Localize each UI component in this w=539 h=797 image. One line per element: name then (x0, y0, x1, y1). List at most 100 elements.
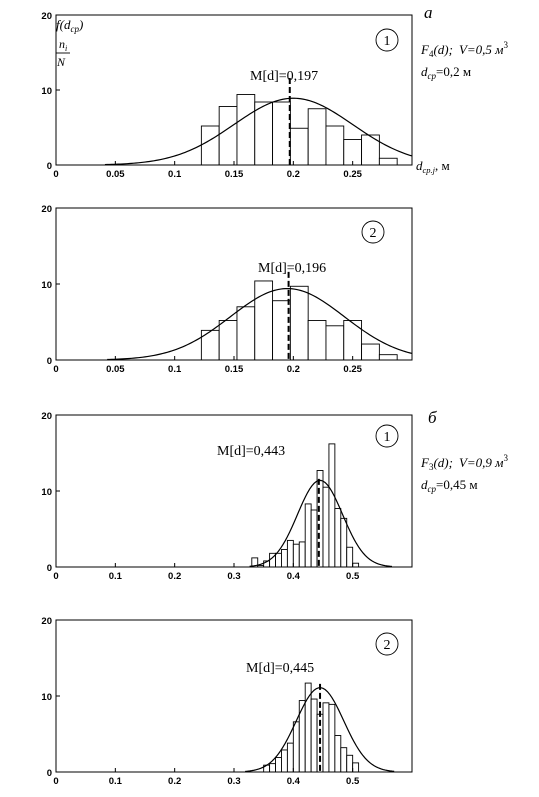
y-tick-label: 20 (41, 11, 52, 22)
histogram-bar (200, 125, 220, 166)
histogram-bar (325, 325, 345, 361)
x-tick-label: 0.2 (168, 571, 181, 582)
x-tick-label: 0.3 (227, 776, 240, 787)
histogram-bar (334, 735, 342, 773)
density-curve (249, 479, 393, 568)
y-tick-label: 10 (41, 692, 52, 703)
x-tick-label: 0 (53, 571, 58, 582)
histogram-bar (361, 343, 380, 361)
annotation-a: F4(d); V=0,5 м3 dср=0,2 м (420, 40, 508, 81)
y-tick-label: 0 (47, 563, 52, 574)
svg-text:F4(d);V=0,5 м3: F4(d); V=0,5 м3 (420, 40, 508, 59)
panel-number: 1 (384, 34, 391, 49)
histogram-bar (310, 509, 318, 568)
histogram-bar (292, 721, 300, 773)
y-tick-label: 20 (41, 616, 52, 627)
histogram-bar (289, 285, 309, 361)
histogram-bar (310, 698, 318, 773)
histogram-bar (352, 762, 360, 773)
histogram-bar (272, 101, 291, 166)
plot-frame (55, 414, 413, 568)
histogram-bar (269, 763, 276, 773)
panel-number-circle (375, 424, 399, 448)
chart-panel-2: 0 0.05 0.1 0.15 0.2 0.25 20 10 0 M[d]=0,196 2 (41, 204, 413, 375)
histogram-bar (322, 702, 330, 773)
y-axis-label: f(dср) ni N (56, 17, 83, 69)
x-tick-label: 0.05 (106, 364, 125, 375)
x-tick-label: 0 (53, 364, 58, 375)
svg-text:N: N (56, 55, 66, 69)
histogram-bar (298, 541, 306, 568)
histogram-bar (328, 703, 336, 773)
histogram-bar (236, 94, 256, 166)
histogram-bar (254, 101, 274, 166)
histogram-bar (218, 106, 238, 166)
x-tick-label: 0.4 (287, 776, 301, 787)
mean-label: M[d]=0,445 (246, 661, 314, 676)
mean-label: M[d]=0,197 (250, 69, 318, 84)
panel-number-circle (361, 220, 385, 244)
mean-label: M[d]=0,196 (258, 261, 326, 276)
histogram-bar (307, 320, 327, 361)
chart-panel-4: 0 0.1 0.2 0.3 0.4 0.5 20 10 0 M[d]=0,445 2 (41, 616, 413, 787)
x-tick-label: 0.15 (225, 169, 244, 180)
histogram-bar (236, 306, 256, 361)
y-tick-label: 10 (41, 487, 52, 498)
x-tick-label: 0.1 (109, 776, 123, 787)
histogram-bar (343, 320, 363, 361)
histogram-bar (275, 552, 282, 568)
x-tick-label: 0.3 (227, 571, 240, 582)
panel-number: 1 (384, 430, 391, 445)
x-tick-label: 0.1 (109, 571, 123, 582)
histogram-bar (328, 443, 336, 568)
panel-number: 2 (384, 638, 391, 653)
x-tick-label: 0.2 (287, 169, 300, 180)
histogram-bar (322, 486, 330, 568)
y-tick-label: 10 (41, 280, 52, 291)
histogram-bar (307, 108, 327, 166)
histogram-bar (275, 757, 282, 773)
y-tick-label: 0 (47, 356, 52, 367)
panel-number-circle (375, 632, 399, 656)
histogram-bar (378, 157, 398, 166)
histogram-bar (346, 546, 354, 568)
histogram-bar (325, 125, 345, 166)
x-axis-label: dср.j, м (416, 158, 450, 175)
histogram-bar (286, 742, 294, 773)
svg-text:f(dср): f(dср) (56, 17, 83, 34)
svg-text:dср=0,45 м: dср=0,45 м (421, 477, 478, 494)
svg-text:dср=0,2 м: dср=0,2 м (421, 64, 471, 81)
histogram-bar (346, 754, 354, 773)
histogram-bar (254, 280, 274, 361)
histogram-bar (286, 539, 294, 568)
histogram-bar (340, 747, 348, 773)
histogram-bar (281, 549, 288, 568)
x-tick-label: 0.1 (168, 364, 182, 375)
svg-text:ni: ni (59, 37, 67, 53)
x-tick-label: 0.05 (106, 169, 125, 180)
x-tick-label: 0.25 (343, 364, 362, 375)
x-tick-label: 0 (53, 169, 58, 180)
y-tick-label: 0 (47, 161, 52, 172)
y-tick-label: 0 (47, 768, 52, 779)
x-tick-label: 0.4 (287, 571, 301, 582)
chart-panel-3: 0 0.1 0.2 0.3 0.4 0.5 20 10 0 M[d]=0,443 1 (41, 411, 413, 582)
histogram-bar (292, 543, 300, 568)
histogram-bar (334, 508, 342, 568)
histogram-bar (352, 562, 360, 568)
histogram-bar (281, 749, 288, 773)
panel-number: 2 (370, 226, 377, 241)
histogram-bar (289, 127, 309, 166)
histogram-bar (340, 517, 348, 568)
panel-number-circle (375, 28, 399, 52)
density-curve (104, 97, 413, 166)
histogram-bar (218, 320, 238, 361)
histogram-bar (304, 503, 312, 568)
chart-panel-1: 0 0.05 0.1 0.15 0.2 0.25 20 10 0 M[d]=0,197 1 (41, 11, 413, 180)
x-tick-label: 0.1 (168, 169, 182, 180)
y-tick-label: 10 (41, 86, 52, 97)
histogram-bar (304, 682, 312, 773)
histogram-bar (378, 354, 398, 361)
